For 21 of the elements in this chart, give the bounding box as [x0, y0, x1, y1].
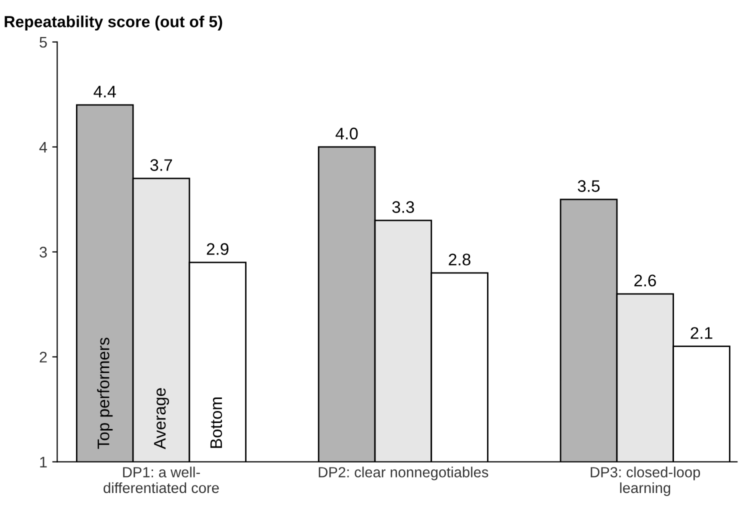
data-label: 2.1 — [690, 327, 712, 339]
series-label: Top performers — [97, 338, 113, 449]
y-tick-label: 2 — [40, 352, 47, 362]
chart-title: Repeatability score (out of 5) — [4, 16, 222, 30]
x-tick-label: DP2: clear nonnegotiables — [318, 466, 488, 480]
data-label: 3.7 — [150, 159, 172, 171]
data-label: 4.0 — [336, 128, 358, 140]
y-tick-label: 5 — [40, 37, 47, 48]
x-tick-label: DP1: a well- differentiated core — [104, 466, 219, 494]
series-label: Average — [154, 388, 170, 450]
y-tick-label: 3 — [40, 246, 47, 258]
data-label: 4.4 — [94, 86, 116, 98]
data-label: 3.5 — [578, 180, 600, 192]
y-tick-label: 1 — [40, 456, 47, 468]
data-label: 2.9 — [206, 243, 228, 255]
y-tick-label: 4 — [39, 142, 48, 152]
x-tick-label: DP3: closed-loop learning — [590, 466, 700, 496]
data-label: 2.8 — [448, 254, 470, 266]
series-label: Bottom — [210, 398, 222, 448]
data-label: 2.6 — [634, 274, 656, 286]
data-label: 3.3 — [392, 201, 414, 213]
